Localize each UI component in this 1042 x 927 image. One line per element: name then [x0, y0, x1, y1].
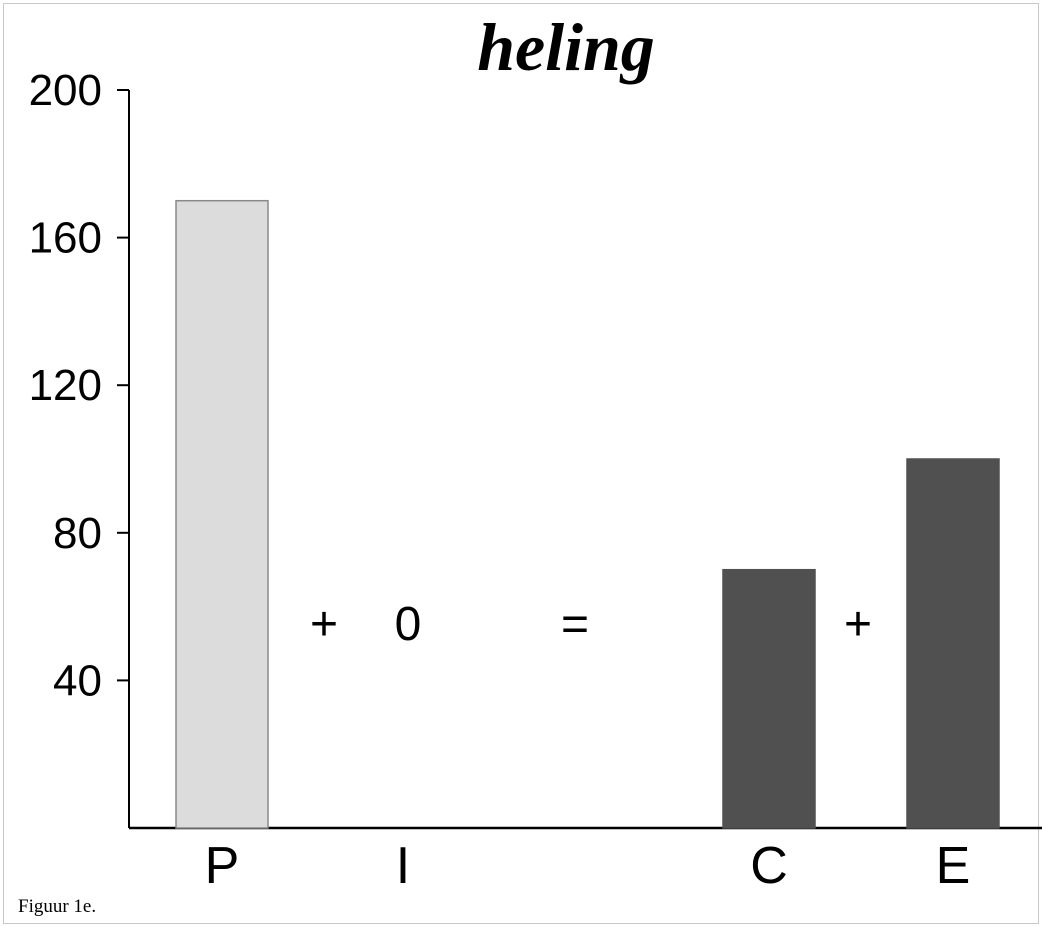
- category-label-p: P: [205, 837, 240, 895]
- figure-caption: Figuur 1e.: [18, 896, 97, 917]
- bar-p: [175, 199, 269, 829]
- zero-value-label: 0: [395, 598, 422, 651]
- plus-operator-1: +: [310, 598, 338, 651]
- y-tick-label-160: 160: [29, 214, 102, 263]
- y-tick-label-120: 120: [29, 361, 102, 410]
- category-label-e: E: [936, 837, 971, 895]
- chart-title: heling: [477, 9, 655, 85]
- y-tick-label-80: 80: [53, 509, 102, 558]
- category-label-i: I: [396, 837, 410, 895]
- bar-e: [906, 458, 1000, 829]
- bar-c: [722, 568, 816, 829]
- equals-operator: =: [561, 598, 589, 651]
- y-tick-label-200: 200: [29, 66, 102, 115]
- category-label-c: C: [750, 837, 788, 895]
- plus-operator-2: +: [844, 598, 872, 651]
- y-tick-label-40: 40: [53, 656, 102, 705]
